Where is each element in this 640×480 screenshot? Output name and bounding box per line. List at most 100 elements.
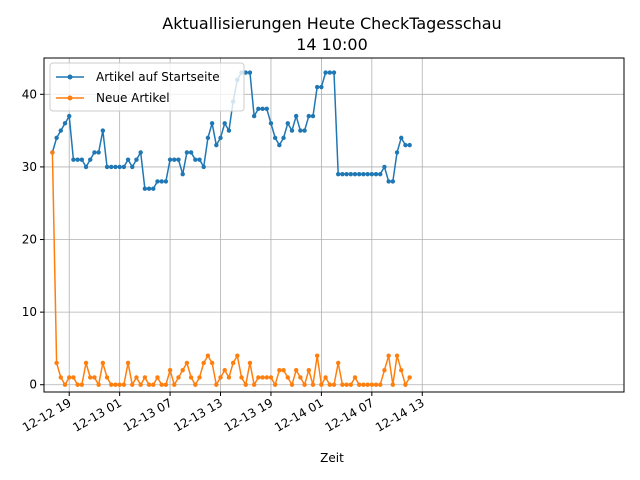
series-1-point bbox=[323, 375, 328, 380]
series-0-point bbox=[214, 142, 219, 148]
series-1-point bbox=[54, 360, 59, 366]
series-1-point bbox=[386, 353, 391, 358]
series-1-point bbox=[293, 368, 299, 373]
series-0-point bbox=[167, 157, 173, 162]
x-axis-label: Zeit bbox=[320, 451, 344, 465]
series-0-point bbox=[188, 150, 194, 155]
series-0-point bbox=[184, 150, 190, 155]
series-1-point bbox=[159, 382, 164, 387]
series-1-point bbox=[251, 382, 257, 387]
series-1-point bbox=[151, 382, 156, 387]
series-0-point bbox=[394, 150, 400, 155]
y-tick-label: 0 bbox=[29, 378, 37, 392]
series-0-point bbox=[88, 157, 93, 162]
series-1-point bbox=[239, 375, 244, 380]
series-1-point bbox=[117, 382, 122, 387]
series-0-point bbox=[243, 70, 248, 75]
series-1-point bbox=[222, 368, 227, 373]
series-0-point bbox=[361, 171, 366, 177]
legend-label-neue: Neue Artikel bbox=[96, 91, 170, 105]
series-0-point bbox=[310, 113, 316, 119]
x-tick-label: 12-12 19 bbox=[20, 396, 74, 435]
series-1-point bbox=[96, 382, 101, 387]
series-0-point bbox=[96, 150, 101, 155]
series-1-point bbox=[331, 382, 337, 387]
series-1-point bbox=[369, 382, 375, 387]
series-1-point bbox=[344, 382, 349, 387]
series-1-point bbox=[180, 368, 185, 373]
y-tick-label: 40 bbox=[22, 87, 37, 101]
series-0-point bbox=[357, 171, 362, 177]
series-1-point bbox=[247, 360, 253, 366]
series-0-point bbox=[281, 135, 286, 141]
series-0-point bbox=[180, 171, 185, 177]
y-tick-label: 20 bbox=[22, 233, 37, 247]
series-0-point bbox=[138, 150, 143, 155]
series-0-point bbox=[306, 113, 311, 119]
x-tick-label: 12-14 01 bbox=[272, 396, 326, 435]
series-0-point bbox=[293, 113, 299, 119]
series-0-point bbox=[260, 106, 265, 112]
series-1-point bbox=[310, 382, 316, 387]
series-0-point bbox=[319, 84, 324, 90]
series-0-point bbox=[104, 164, 110, 170]
series-0-point bbox=[100, 128, 106, 133]
series-0-point bbox=[226, 128, 232, 133]
y-axis: 0 10 20 30 40 bbox=[22, 87, 44, 392]
series-0-point bbox=[369, 171, 375, 177]
series-1-point bbox=[121, 382, 127, 387]
series-1-point bbox=[352, 375, 358, 380]
series-0-point bbox=[163, 179, 169, 184]
series-1-point bbox=[378, 382, 383, 387]
series-1-point bbox=[167, 368, 173, 373]
series-1-point bbox=[172, 382, 177, 387]
series-1-point bbox=[260, 375, 265, 380]
series-0-point bbox=[134, 157, 139, 162]
series-0-point bbox=[176, 157, 181, 162]
series-1-point bbox=[79, 382, 85, 387]
series-0-point bbox=[256, 106, 261, 112]
x-tick-label: 12-13 13 bbox=[171, 396, 225, 435]
series-1-point bbox=[226, 375, 232, 380]
series-1-point bbox=[163, 382, 169, 387]
series-0-point bbox=[373, 171, 379, 177]
series-0-point bbox=[117, 164, 122, 170]
series-0-point bbox=[146, 186, 152, 191]
series-0-point bbox=[218, 135, 223, 141]
series-1-point bbox=[281, 368, 286, 373]
series-0-point bbox=[382, 164, 387, 170]
series-0-point bbox=[268, 121, 274, 126]
series-0-point bbox=[58, 128, 64, 133]
series-1-point bbox=[407, 375, 412, 380]
series-1-point bbox=[125, 360, 131, 366]
series-0-point bbox=[327, 70, 332, 75]
series-1-point bbox=[336, 360, 341, 366]
series-1-point bbox=[92, 375, 97, 380]
series-1-point bbox=[230, 360, 236, 366]
series-0-point bbox=[125, 157, 131, 162]
series-1-point bbox=[235, 353, 240, 358]
series-0-point bbox=[109, 164, 114, 170]
series-0-point bbox=[344, 171, 349, 177]
series-1-point bbox=[88, 375, 93, 380]
chart-title: Aktuallisierungen Heute CheckTagesschau bbox=[162, 14, 501, 33]
series-1-point bbox=[134, 375, 139, 380]
series-0-point bbox=[142, 186, 148, 191]
series-0-point bbox=[113, 164, 118, 170]
series-line-1 bbox=[51, 152, 411, 387]
series-0-point bbox=[79, 157, 85, 162]
series-0-point bbox=[272, 135, 278, 141]
series-0-point bbox=[205, 135, 211, 141]
series-1-point bbox=[100, 360, 106, 366]
series-1-point bbox=[285, 375, 290, 380]
legend-label-startseite: Artikel auf Startseite bbox=[96, 70, 220, 84]
series-1-point bbox=[243, 382, 248, 387]
series-0-point bbox=[121, 164, 127, 170]
series-1-point bbox=[314, 353, 320, 358]
series-1-point bbox=[348, 382, 354, 387]
y-tick-label: 30 bbox=[22, 160, 37, 174]
series-1-point bbox=[268, 375, 274, 380]
series-0-point bbox=[197, 157, 202, 162]
x-tick-label: 12-13 07 bbox=[121, 396, 175, 435]
